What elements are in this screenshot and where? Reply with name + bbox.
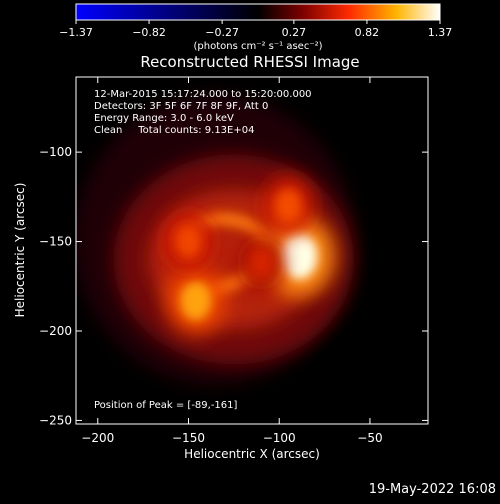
plot-title: Reconstructed RHESSI Image (140, 53, 359, 71)
colorbar-unit-label: (photons cm⁻² s⁻¹ asec⁻²) (193, 41, 322, 52)
source-core (180, 280, 212, 321)
source-core (175, 224, 202, 259)
x-tick-label: −150 (172, 431, 205, 445)
heatmap-image (76, 77, 428, 424)
y-tick-label: −150 (39, 235, 72, 249)
info-line-energy: Energy Range: 3.0 - 6.0 keV (94, 113, 234, 124)
y-tick-label: −200 (39, 324, 72, 338)
footer-date: 19-May-2022 16:08 (369, 482, 496, 497)
source-core (280, 232, 318, 280)
colorbar-gradient (75, 3, 441, 21)
colorbar: −1.37 −0.82 −0.27 0.27 0.82 1.37 (photons cm⁻… (59, 3, 452, 52)
y-axis-ticks: −250 −200 −150 −100 (39, 145, 428, 427)
colorbar-tick-label: 0.82 (355, 26, 380, 39)
x-tick-label: −50 (357, 431, 382, 445)
info-line-clean: Clean Total counts: 9.13E+04 (94, 125, 254, 136)
y-axis-label: Heliocentric Y (arcsec) (13, 183, 27, 318)
y-tick-label: −100 (39, 145, 72, 159)
source-core (249, 247, 274, 279)
info-block: 12-Mar-2015 15:17:24.000 to 15:20:00.000… (94, 89, 312, 136)
info-line-detectors: Detectors: 3F 5F 6F 7F 8F 9F, Att 0 (94, 101, 268, 112)
colorbar-tick-label: −1.37 (59, 26, 93, 39)
x-axis-label: Heliocentric X (arcsec) (184, 447, 320, 461)
colorbar-tick-label: −0.82 (132, 26, 166, 39)
x-tick-label: −200 (81, 431, 114, 445)
colorbar-ticks: −1.37 −0.82 −0.27 0.27 0.82 1.37 (59, 20, 452, 39)
info-line-time: 12-Mar-2015 15:17:24.000 to 15:20:00.000 (94, 89, 312, 100)
plot-frame (75, 76, 429, 425)
y-tick-label: −250 (39, 413, 72, 427)
x-tick-label: −100 (263, 431, 296, 445)
colorbar-tick-label: 1.37 (428, 26, 453, 39)
x-axis-ticks: −200 −150 −100 −50 (81, 77, 383, 445)
colorbar-tick-label: −0.27 (205, 26, 239, 39)
source-core (274, 188, 302, 223)
peak-position-label: Position of Peak = [-89,-161] (94, 400, 238, 411)
colorbar-tick-label: 0.27 (282, 26, 307, 39)
